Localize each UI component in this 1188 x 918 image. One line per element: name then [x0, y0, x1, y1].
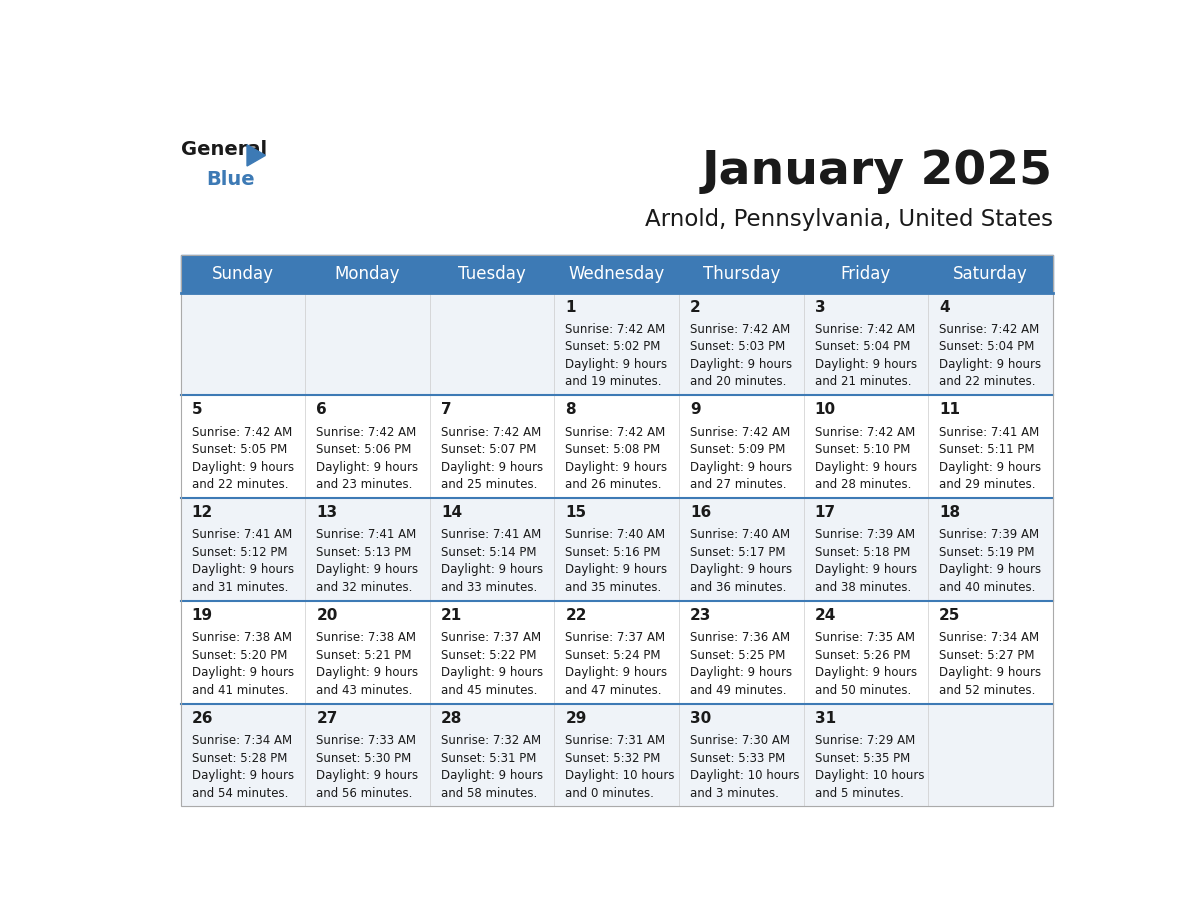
- Point: [921, 800, 935, 812]
- Bar: [181, 498, 1053, 601]
- Text: Sunrise: 7:35 AM
Sunset: 5:26 PM
Daylight: 9 hours
and 50 minutes.: Sunrise: 7:35 AM Sunset: 5:26 PM Dayligh…: [815, 632, 917, 697]
- Text: 30: 30: [690, 711, 712, 726]
- Text: Sunrise: 7:30 AM
Sunset: 5:33 PM
Daylight: 10 hours
and 3 minutes.: Sunrise: 7:30 AM Sunset: 5:33 PM Dayligh…: [690, 734, 800, 800]
- Text: 12: 12: [191, 505, 213, 521]
- Text: Sunrise: 7:42 AM
Sunset: 5:04 PM
Daylight: 9 hours
and 21 minutes.: Sunrise: 7:42 AM Sunset: 5:04 PM Dayligh…: [815, 323, 917, 388]
- Point: [796, 800, 810, 812]
- Text: Sunrise: 7:40 AM
Sunset: 5:16 PM
Daylight: 9 hours
and 35 minutes.: Sunrise: 7:40 AM Sunset: 5:16 PM Dayligh…: [565, 529, 668, 594]
- Text: Friday: Friday: [841, 264, 891, 283]
- Text: Sunrise: 7:34 AM
Sunset: 5:27 PM
Daylight: 9 hours
and 52 minutes.: Sunrise: 7:34 AM Sunset: 5:27 PM Dayligh…: [940, 632, 1041, 697]
- Text: 5: 5: [191, 402, 202, 418]
- Text: 22: 22: [565, 608, 587, 623]
- Text: Sunrise: 7:38 AM
Sunset: 5:21 PM
Daylight: 9 hours
and 43 minutes.: Sunrise: 7:38 AM Sunset: 5:21 PM Dayligh…: [316, 632, 418, 697]
- Text: Sunrise: 7:42 AM
Sunset: 5:02 PM
Daylight: 9 hours
and 19 minutes.: Sunrise: 7:42 AM Sunset: 5:02 PM Dayligh…: [565, 323, 668, 388]
- Text: Sunrise: 7:42 AM
Sunset: 5:07 PM
Daylight: 9 hours
and 25 minutes.: Sunrise: 7:42 AM Sunset: 5:07 PM Dayligh…: [441, 426, 543, 491]
- Text: 9: 9: [690, 402, 701, 418]
- Text: General: General: [181, 140, 267, 159]
- Text: 3: 3: [815, 299, 826, 315]
- Point: [921, 287, 935, 298]
- Text: 20: 20: [316, 608, 337, 623]
- Text: Thursday: Thursday: [702, 264, 779, 283]
- Text: Sunrise: 7:39 AM
Sunset: 5:19 PM
Daylight: 9 hours
and 40 minutes.: Sunrise: 7:39 AM Sunset: 5:19 PM Dayligh…: [940, 529, 1041, 594]
- Text: 31: 31: [815, 711, 835, 726]
- Text: 13: 13: [316, 505, 337, 521]
- Bar: [181, 293, 1053, 396]
- Text: Sunrise: 7:41 AM
Sunset: 5:11 PM
Daylight: 9 hours
and 29 minutes.: Sunrise: 7:41 AM Sunset: 5:11 PM Dayligh…: [940, 426, 1041, 491]
- Text: Sunrise: 7:42 AM
Sunset: 5:03 PM
Daylight: 9 hours
and 20 minutes.: Sunrise: 7:42 AM Sunset: 5:03 PM Dayligh…: [690, 323, 792, 388]
- Text: 26: 26: [191, 711, 214, 726]
- Bar: [181, 703, 1053, 806]
- Point: [672, 287, 687, 298]
- Text: 6: 6: [316, 402, 327, 418]
- Text: January 2025: January 2025: [702, 149, 1053, 194]
- Text: Sunrise: 7:33 AM
Sunset: 5:30 PM
Daylight: 9 hours
and 56 minutes.: Sunrise: 7:33 AM Sunset: 5:30 PM Dayligh…: [316, 734, 418, 800]
- Point: [672, 800, 687, 812]
- Text: Sunrise: 7:42 AM
Sunset: 5:05 PM
Daylight: 9 hours
and 22 minutes.: Sunrise: 7:42 AM Sunset: 5:05 PM Dayligh…: [191, 426, 293, 491]
- Text: Sunrise: 7:42 AM
Sunset: 5:09 PM
Daylight: 9 hours
and 27 minutes.: Sunrise: 7:42 AM Sunset: 5:09 PM Dayligh…: [690, 426, 792, 491]
- Bar: [181, 255, 1053, 293]
- Text: 2: 2: [690, 299, 701, 315]
- Text: Sunrise: 7:32 AM
Sunset: 5:31 PM
Daylight: 9 hours
and 58 minutes.: Sunrise: 7:32 AM Sunset: 5:31 PM Dayligh…: [441, 734, 543, 800]
- Text: 29: 29: [565, 711, 587, 726]
- Bar: [181, 601, 1053, 703]
- Text: Sunrise: 7:42 AM
Sunset: 5:10 PM
Daylight: 9 hours
and 28 minutes.: Sunrise: 7:42 AM Sunset: 5:10 PM Dayligh…: [815, 426, 917, 491]
- Text: Sunrise: 7:40 AM
Sunset: 5:17 PM
Daylight: 9 hours
and 36 minutes.: Sunrise: 7:40 AM Sunset: 5:17 PM Dayligh…: [690, 529, 792, 594]
- Point: [796, 287, 810, 298]
- Text: 25: 25: [940, 608, 960, 623]
- Point: [298, 800, 312, 812]
- Text: Saturday: Saturday: [953, 264, 1028, 283]
- Text: 23: 23: [690, 608, 712, 623]
- Text: Sunrise: 7:37 AM
Sunset: 5:24 PM
Daylight: 9 hours
and 47 minutes.: Sunrise: 7:37 AM Sunset: 5:24 PM Dayligh…: [565, 632, 668, 697]
- Point: [423, 800, 437, 812]
- Text: 28: 28: [441, 711, 462, 726]
- Text: 17: 17: [815, 505, 835, 521]
- Text: 1: 1: [565, 299, 576, 315]
- Text: Sunrise: 7:38 AM
Sunset: 5:20 PM
Daylight: 9 hours
and 41 minutes.: Sunrise: 7:38 AM Sunset: 5:20 PM Dayligh…: [191, 632, 293, 697]
- Point: [548, 287, 562, 298]
- Text: Sunrise: 7:42 AM
Sunset: 5:04 PM
Daylight: 9 hours
and 22 minutes.: Sunrise: 7:42 AM Sunset: 5:04 PM Dayligh…: [940, 323, 1041, 388]
- Text: 21: 21: [441, 608, 462, 623]
- Text: Sunday: Sunday: [211, 264, 274, 283]
- Text: 15: 15: [565, 505, 587, 521]
- Text: 19: 19: [191, 608, 213, 623]
- Text: Sunrise: 7:41 AM
Sunset: 5:12 PM
Daylight: 9 hours
and 31 minutes.: Sunrise: 7:41 AM Sunset: 5:12 PM Dayligh…: [191, 529, 293, 594]
- Text: Sunrise: 7:39 AM
Sunset: 5:18 PM
Daylight: 9 hours
and 38 minutes.: Sunrise: 7:39 AM Sunset: 5:18 PM Dayligh…: [815, 529, 917, 594]
- Text: 24: 24: [815, 608, 836, 623]
- Text: Tuesday: Tuesday: [459, 264, 526, 283]
- Text: Sunrise: 7:34 AM
Sunset: 5:28 PM
Daylight: 9 hours
and 54 minutes.: Sunrise: 7:34 AM Sunset: 5:28 PM Dayligh…: [191, 734, 293, 800]
- Text: Blue: Blue: [207, 170, 255, 188]
- Point: [423, 287, 437, 298]
- Text: 4: 4: [940, 299, 949, 315]
- Bar: [181, 255, 1053, 806]
- Text: 14: 14: [441, 505, 462, 521]
- Text: Sunrise: 7:31 AM
Sunset: 5:32 PM
Daylight: 10 hours
and 0 minutes.: Sunrise: 7:31 AM Sunset: 5:32 PM Dayligh…: [565, 734, 675, 800]
- Text: 8: 8: [565, 402, 576, 418]
- Text: Wednesday: Wednesday: [569, 264, 665, 283]
- Text: Arnold, Pennsylvania, United States: Arnold, Pennsylvania, United States: [645, 207, 1053, 230]
- Text: Sunrise: 7:41 AM
Sunset: 5:14 PM
Daylight: 9 hours
and 33 minutes.: Sunrise: 7:41 AM Sunset: 5:14 PM Dayligh…: [441, 529, 543, 594]
- Text: 10: 10: [815, 402, 835, 418]
- Text: Monday: Monday: [335, 264, 400, 283]
- Text: Sunrise: 7:29 AM
Sunset: 5:35 PM
Daylight: 10 hours
and 5 minutes.: Sunrise: 7:29 AM Sunset: 5:35 PM Dayligh…: [815, 734, 924, 800]
- Text: Sunrise: 7:37 AM
Sunset: 5:22 PM
Daylight: 9 hours
and 45 minutes.: Sunrise: 7:37 AM Sunset: 5:22 PM Dayligh…: [441, 632, 543, 697]
- Bar: [181, 396, 1053, 498]
- Text: Sunrise: 7:42 AM
Sunset: 5:08 PM
Daylight: 9 hours
and 26 minutes.: Sunrise: 7:42 AM Sunset: 5:08 PM Dayligh…: [565, 426, 668, 491]
- Point: [298, 287, 312, 298]
- Text: 27: 27: [316, 711, 337, 726]
- Polygon shape: [247, 145, 265, 166]
- Text: Sunrise: 7:42 AM
Sunset: 5:06 PM
Daylight: 9 hours
and 23 minutes.: Sunrise: 7:42 AM Sunset: 5:06 PM Dayligh…: [316, 426, 418, 491]
- Text: 11: 11: [940, 402, 960, 418]
- Text: 7: 7: [441, 402, 451, 418]
- Text: 18: 18: [940, 505, 960, 521]
- Point: [548, 800, 562, 812]
- Text: Sunrise: 7:36 AM
Sunset: 5:25 PM
Daylight: 9 hours
and 49 minutes.: Sunrise: 7:36 AM Sunset: 5:25 PM Dayligh…: [690, 632, 792, 697]
- Text: 16: 16: [690, 505, 712, 521]
- Text: Sunrise: 7:41 AM
Sunset: 5:13 PM
Daylight: 9 hours
and 32 minutes.: Sunrise: 7:41 AM Sunset: 5:13 PM Dayligh…: [316, 529, 418, 594]
